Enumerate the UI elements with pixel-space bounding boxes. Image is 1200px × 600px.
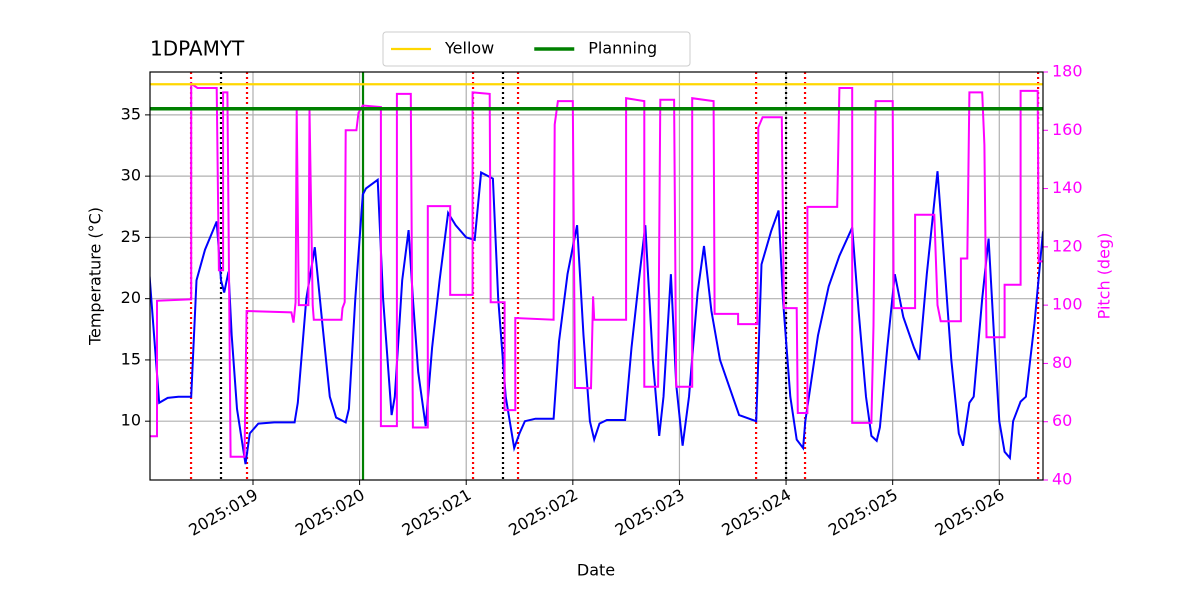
x-tick-label: 2025:025 [825, 485, 901, 540]
y2-tick-label: 80 [1052, 353, 1072, 372]
y-tick-label: 20 [121, 288, 141, 307]
x-tick-label: 2025:020 [292, 485, 368, 540]
legend-label: Planning [588, 39, 657, 58]
x-axis-label: Date [577, 561, 615, 580]
y-tick-label: 10 [121, 411, 141, 430]
plot-area [150, 72, 1043, 480]
y-tick-label: 25 [121, 227, 141, 246]
y2-tick-label: 120 [1052, 236, 1083, 255]
x-tick-label: 2025:026 [932, 485, 1008, 540]
x-tick-label: 2025:019 [185, 485, 261, 540]
y2-tick-label: 140 [1052, 178, 1083, 197]
legend-label: Yellow [444, 39, 494, 58]
plot-frame [149, 71, 1044, 481]
y2-tick-label: 60 [1052, 411, 1072, 430]
y-tick-label: 15 [121, 349, 141, 368]
y2-tick-label: 100 [1052, 295, 1083, 314]
y2-tick-label: 160 [1052, 120, 1083, 139]
x-tick-label: 2025:023 [612, 485, 688, 540]
x-tick-label: 2025:021 [399, 485, 475, 540]
legend: Yellow Planning [382, 31, 691, 67]
chart-title: 1DPAMYT [150, 37, 245, 61]
x-tick-label: 2025:022 [505, 485, 581, 540]
y-tick-label: 35 [121, 104, 141, 123]
y2-tick-label: 40 [1052, 470, 1072, 489]
series-line [150, 170, 1043, 465]
y-tick-label: 30 [121, 166, 141, 185]
y2-axis-label: Pitch (deg) [1095, 233, 1114, 320]
x-tick-label: 2025:024 [718, 485, 794, 540]
y-axis-label: Temperature (°C) [86, 207, 105, 346]
series-line [150, 81, 1043, 458]
y2-tick-label: 180 [1052, 62, 1083, 81]
